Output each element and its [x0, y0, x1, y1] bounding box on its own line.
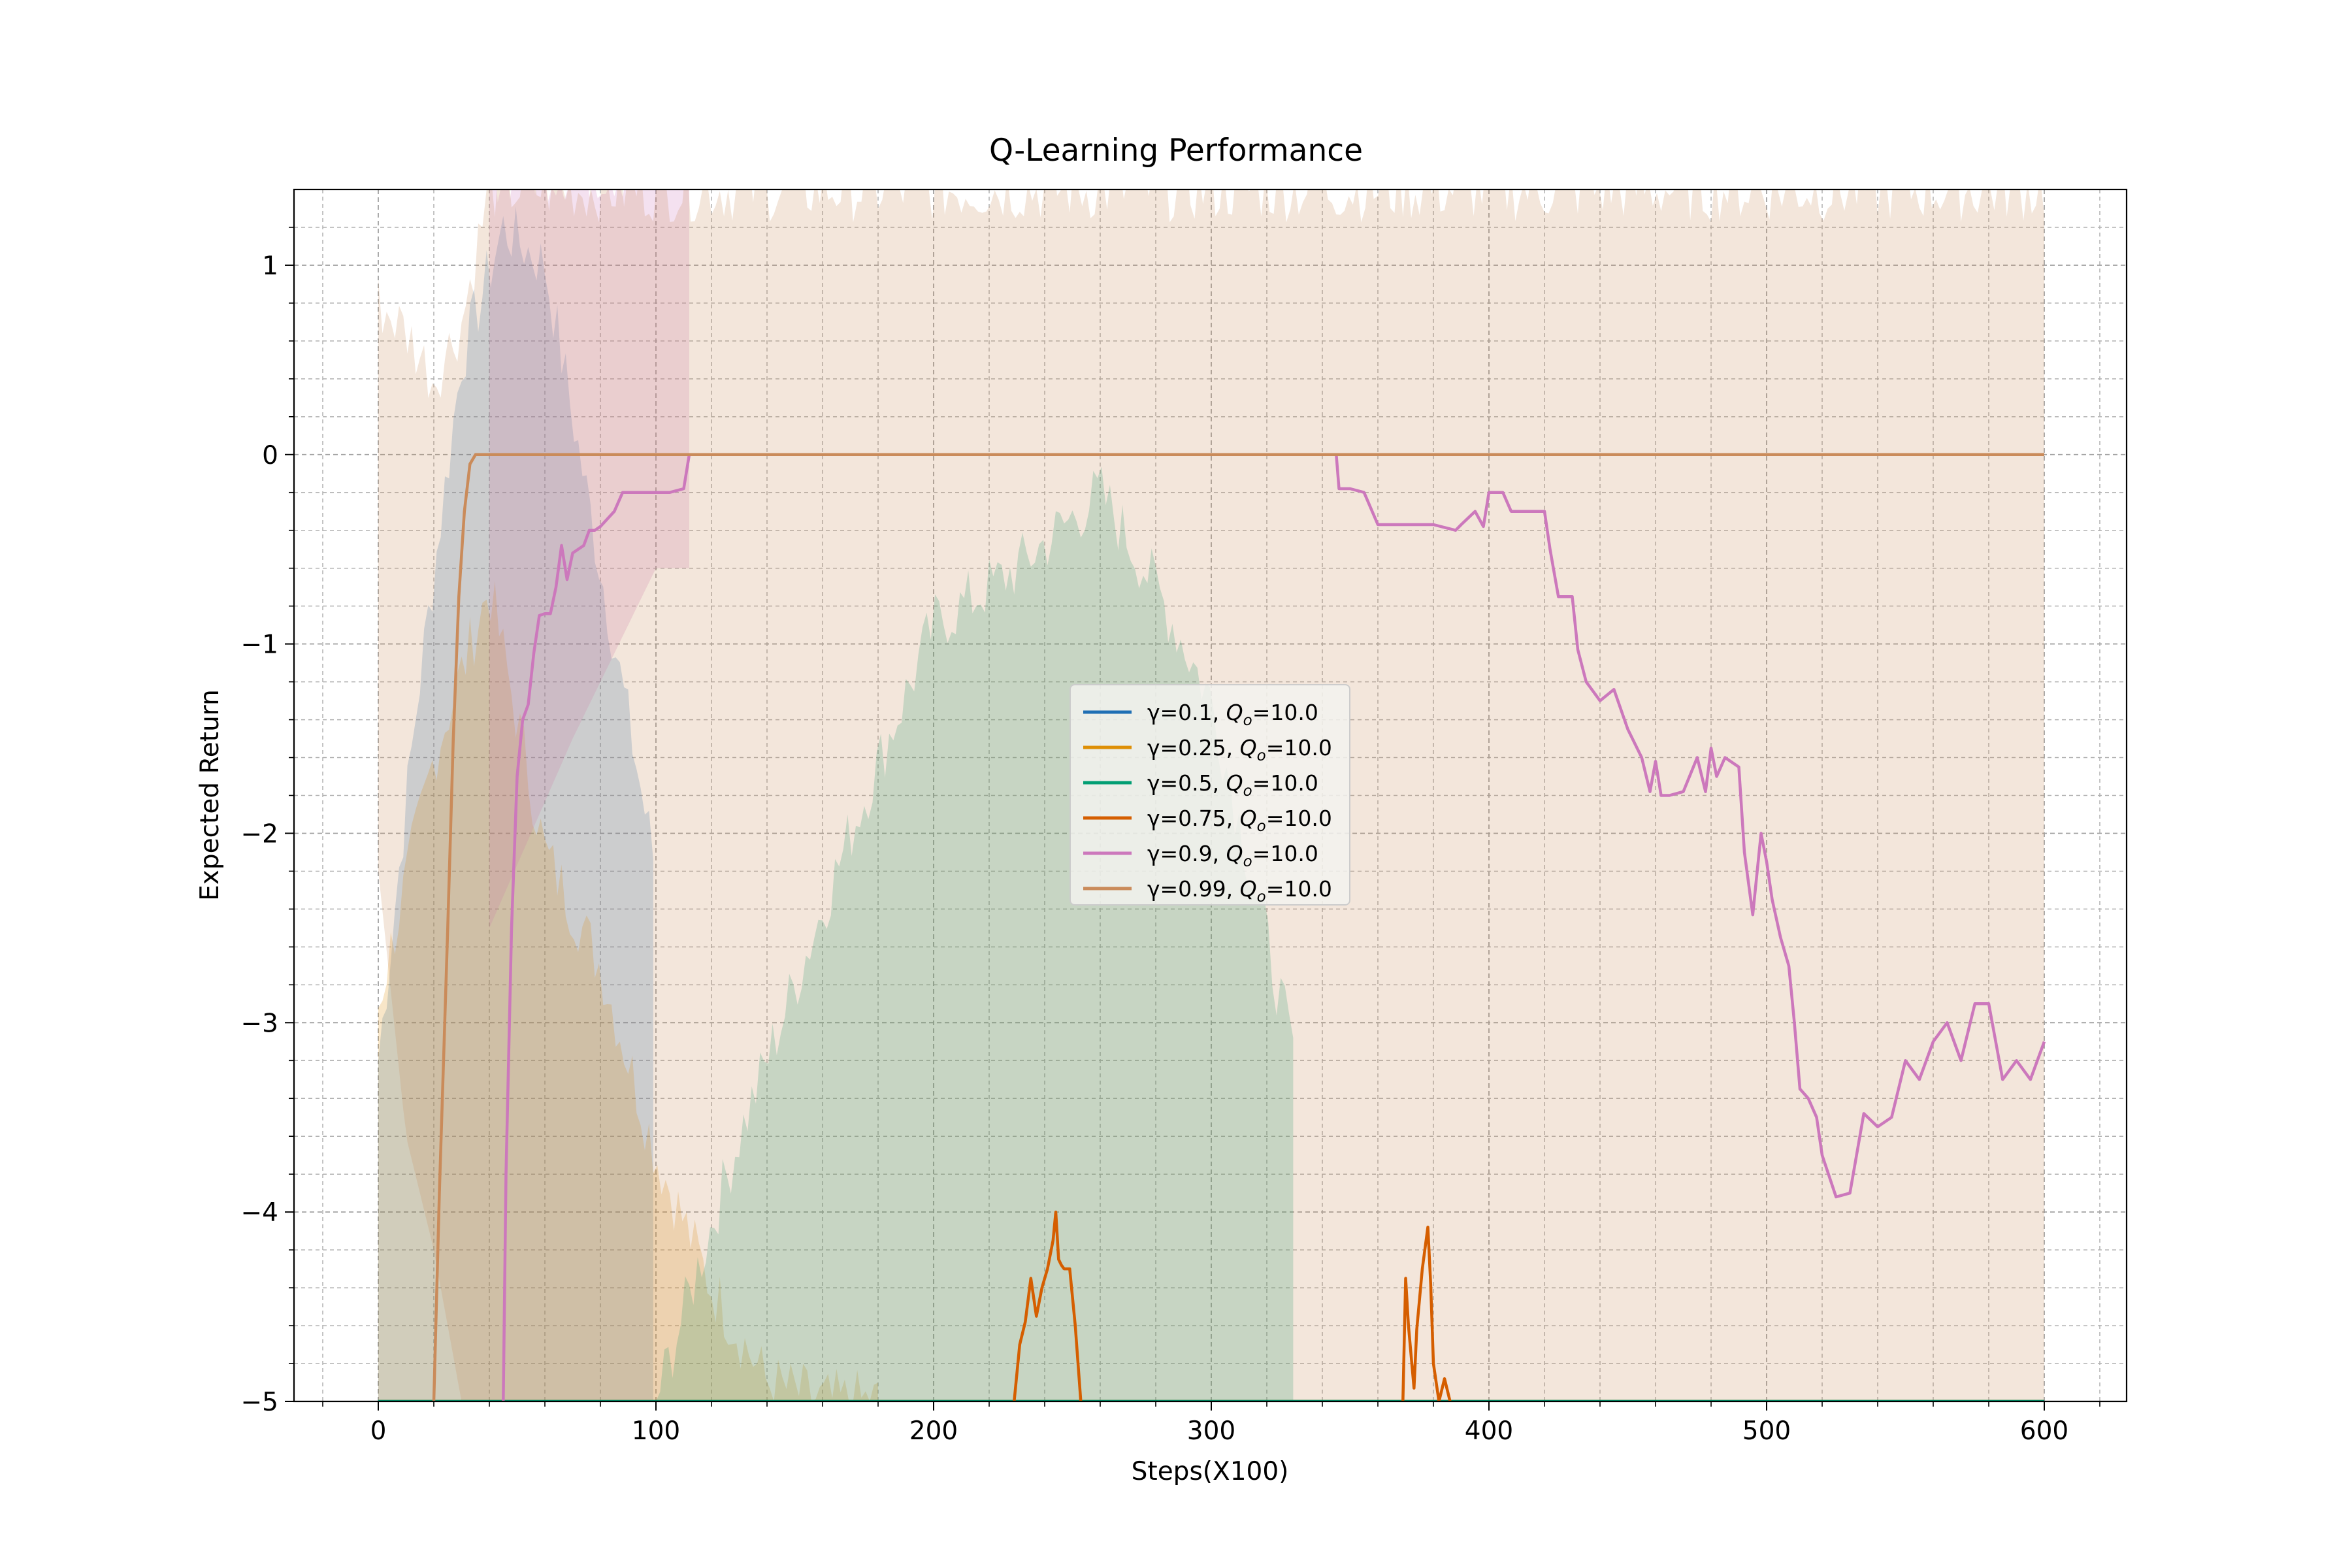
- y-tick-label: −3: [241, 1009, 279, 1038]
- x-tick-label: 600: [2020, 1416, 2068, 1446]
- y-tick-label: −5: [241, 1388, 279, 1417]
- legend-entries: γ=0.1, Qo=10.0 γ=0.25, Qo=10.0 γ=0.5, Qo=1…: [1083, 700, 1332, 906]
- x-axis-title: Steps(X100): [1132, 1457, 1289, 1486]
- y-tick-label: 0: [262, 441, 278, 470]
- legend-label: γ=0.9, Qo=10.0: [1147, 841, 1318, 870]
- x-tick-label: 500: [1742, 1416, 1791, 1446]
- x-tick-label: 400: [1465, 1416, 1513, 1446]
- legend-box: [1070, 684, 1350, 906]
- legend-label: γ=0.1, Qo=10.0: [1147, 700, 1318, 729]
- legend: γ=0.1, Qo=10.0 γ=0.25, Qo=10.0 γ=0.5, Qo=1…: [1070, 684, 1350, 906]
- series-line: [1013, 1210, 1083, 1401]
- y-tick-label: 1: [262, 252, 278, 281]
- x-tick-label: 300: [1187, 1416, 1235, 1446]
- legend-label: γ=0.25, Qo=10.0: [1147, 735, 1332, 764]
- chart-title: Q-Learning Performance: [989, 133, 1363, 169]
- y-tick-label: −1: [241, 630, 279, 660]
- x-tick-label: 0: [370, 1416, 387, 1446]
- legend-label: γ=0.99, Qo=10.0: [1147, 876, 1332, 906]
- y-axis-title: Expected Return: [195, 689, 225, 901]
- tick-layer: 0 100 200 300 400 500 600 1 0 −1 −2 −3 −4 −5: [241, 227, 2100, 1446]
- x-tick-label: 100: [632, 1416, 680, 1446]
- y-tick-label: −4: [241, 1198, 279, 1228]
- grid-layer: [294, 189, 2127, 1402]
- x-tick-label: 200: [909, 1416, 958, 1446]
- legend-label: γ=0.75, Qo=10.0: [1147, 806, 1332, 835]
- series-line: [1401, 1226, 1452, 1401]
- line-layer: [378, 453, 2046, 1401]
- confidence-band: [378, 581, 878, 1401]
- series-line: [502, 453, 2046, 1401]
- y-tick-label: −2: [241, 819, 279, 849]
- series-line: [432, 453, 2044, 1401]
- legend-label: γ=0.5, Qo=10.0: [1147, 770, 1318, 800]
- confidence-band: [489, 189, 689, 928]
